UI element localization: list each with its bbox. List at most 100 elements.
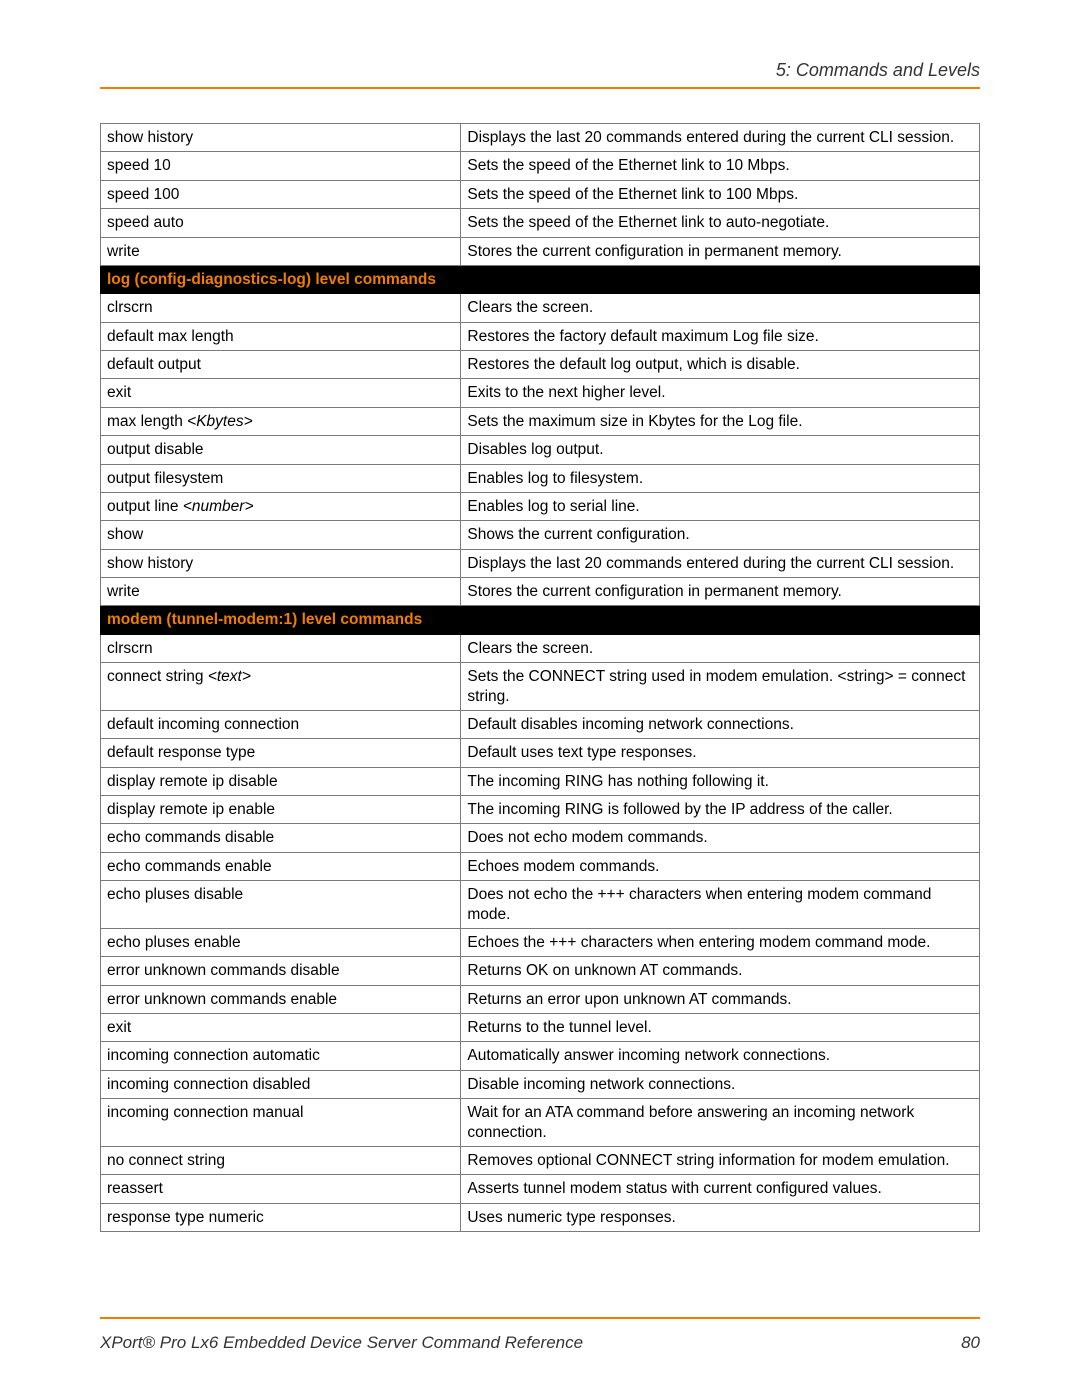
command-cell: speed 10	[101, 152, 461, 180]
description-cell: Enables log to filesystem.	[461, 464, 980, 492]
table-row: writeStores the current configuration in…	[101, 237, 980, 265]
command-cell: default response type	[101, 739, 461, 767]
command-cell: echo commands enable	[101, 852, 461, 880]
command-cell: error unknown commands disable	[101, 957, 461, 985]
description-cell: Does not echo modem commands.	[461, 824, 980, 852]
command-cell: show history	[101, 549, 461, 577]
description-cell: Automatically answer incoming network co…	[461, 1042, 980, 1070]
command-text: output filesystem	[107, 470, 223, 487]
table-row: incoming connection manual Wait for an AT…	[101, 1099, 980, 1147]
command-cell: response type numeric	[101, 1203, 461, 1231]
description-cell: Enables log to serial line.	[461, 492, 980, 520]
command-text: no connect string	[107, 1152, 225, 1169]
command-cell: incoming connection automatic	[101, 1042, 461, 1070]
command-cell: echo commands disable	[101, 824, 461, 852]
description-cell: Echoes the +++ characters when entering …	[461, 928, 980, 956]
description-cell: Displays the last 20 commands entered du…	[461, 124, 980, 152]
command-text: output disable	[107, 441, 204, 458]
command-text: incoming connection automatic	[107, 1047, 320, 1064]
table-row: clrscrn Clears the screen.	[101, 294, 980, 322]
description-cell: The incoming RING is followed by the IP …	[461, 796, 980, 824]
command-text: clrscrn	[107, 299, 153, 316]
command-cell: echo pluses disable	[101, 881, 461, 929]
command-text: clrscrn	[107, 640, 153, 657]
command-text: default output	[107, 356, 201, 373]
description-cell: Shows the current configuration.	[461, 521, 980, 549]
command-text: connect string	[107, 668, 208, 685]
section-header-cell: modem (tunnel-modem:1) level commands	[101, 606, 980, 634]
description-cell: The incoming RING has nothing following …	[461, 767, 980, 795]
description-cell: Sets the speed of the Ethernet link to 1…	[461, 152, 980, 180]
page-footer: XPort® Pro Lx6 Embedded Device Server Co…	[100, 1317, 980, 1353]
footer-page-number: 80	[961, 1333, 980, 1353]
table-row: output filesystem Enables log to filesyst…	[101, 464, 980, 492]
command-arg: <Kbytes>	[187, 413, 253, 430]
command-text: default incoming connection	[107, 716, 299, 733]
table-row: error unknown commands enable Returns an …	[101, 985, 980, 1013]
command-cell: show	[101, 521, 461, 549]
table-row: default max lengthRestores the factory d…	[101, 322, 980, 350]
command-text: display remote ip disable	[107, 773, 278, 790]
command-cell: output line <number>	[101, 492, 461, 520]
table-row: show historyDisplays the last 20 command…	[101, 549, 980, 577]
table-row: clrscrnClears the screen.	[101, 634, 980, 662]
description-cell: Asserts tunnel modem status with current…	[461, 1175, 980, 1203]
command-cell: incoming connection disabled	[101, 1070, 461, 1098]
description-cell: Disables log output.	[461, 436, 980, 464]
command-cell: clrscrn	[101, 634, 461, 662]
description-cell: Returns to the tunnel level.	[461, 1014, 980, 1042]
command-cell: clrscrn	[101, 294, 461, 322]
table-row: max length <Kbytes>Sets the maximum size…	[101, 407, 980, 435]
table-row: error unknown commands disableReturns OK…	[101, 957, 980, 985]
table-row: incoming connection automatic Automatical…	[101, 1042, 980, 1070]
table-row: response type numericUses numeric type r…	[101, 1203, 980, 1231]
top-divider	[100, 87, 980, 89]
command-cell: display remote ip disable	[101, 767, 461, 795]
command-text: incoming connection manual	[107, 1104, 303, 1121]
command-text: error unknown commands enable	[107, 991, 337, 1008]
footer-title: XPort® Pro Lx6 Embedded Device Server Co…	[100, 1333, 583, 1353]
command-text: show	[107, 526, 143, 543]
description-cell: Default uses text type responses.	[461, 739, 980, 767]
table-row: no connect stringRemoves optional CONNEC…	[101, 1146, 980, 1174]
command-cell: show history	[101, 124, 461, 152]
command-cell: exit	[101, 1014, 461, 1042]
table-row: echo pluses disableDoes not echo the +++…	[101, 881, 980, 929]
description-cell: Exits to the next higher level.	[461, 379, 980, 407]
table-row: connect string <text>Sets the CONNECT st…	[101, 663, 980, 711]
description-cell: Returns an error upon unknown AT command…	[461, 985, 980, 1013]
table-row: writeStores the current configuration in…	[101, 578, 980, 606]
command-text: reassert	[107, 1180, 163, 1197]
command-cell: display remote ip enable	[101, 796, 461, 824]
description-cell: Uses numeric type responses.	[461, 1203, 980, 1231]
command-cell: error unknown commands enable	[101, 985, 461, 1013]
description-cell: Displays the last 20 commands entered du…	[461, 549, 980, 577]
description-cell: Returns OK on unknown AT commands.	[461, 957, 980, 985]
command-text: default response type	[107, 744, 255, 761]
command-cell: default max length	[101, 322, 461, 350]
description-cell: Clears the screen.	[461, 294, 980, 322]
description-cell: Restores the factory default maximum Log…	[461, 322, 980, 350]
description-cell: Does not echo the +++ characters when en…	[461, 881, 980, 929]
command-cell: connect string <text>	[101, 663, 461, 711]
section-header-row: modem (tunnel-modem:1) level commands	[101, 606, 980, 634]
description-cell: Default disables incoming network connec…	[461, 710, 980, 738]
command-text: max length	[107, 413, 187, 430]
command-text: echo commands disable	[107, 829, 274, 846]
command-text: speed 10	[107, 157, 171, 174]
command-cell: speed 100	[101, 180, 461, 208]
description-cell: Wait for an ATA command before answering…	[461, 1099, 980, 1147]
command-cell: default incoming connection	[101, 710, 461, 738]
table-row: show historyDisplays the last 20 command…	[101, 124, 980, 152]
command-cell: echo pluses enable	[101, 928, 461, 956]
table-row: output disable Disables log output.	[101, 436, 980, 464]
command-text: output line	[107, 498, 183, 515]
command-arg: <text>	[208, 668, 251, 685]
command-text: echo commands enable	[107, 858, 272, 875]
command-cell: reassert	[101, 1175, 461, 1203]
description-cell: Sets the speed of the Ethernet link to a…	[461, 209, 980, 237]
command-text: display remote ip enable	[107, 801, 275, 818]
table-row: speed autoSets the speed of the Ethernet…	[101, 209, 980, 237]
command-cell: write	[101, 237, 461, 265]
table-row: exitExits to the next higher level.	[101, 379, 980, 407]
